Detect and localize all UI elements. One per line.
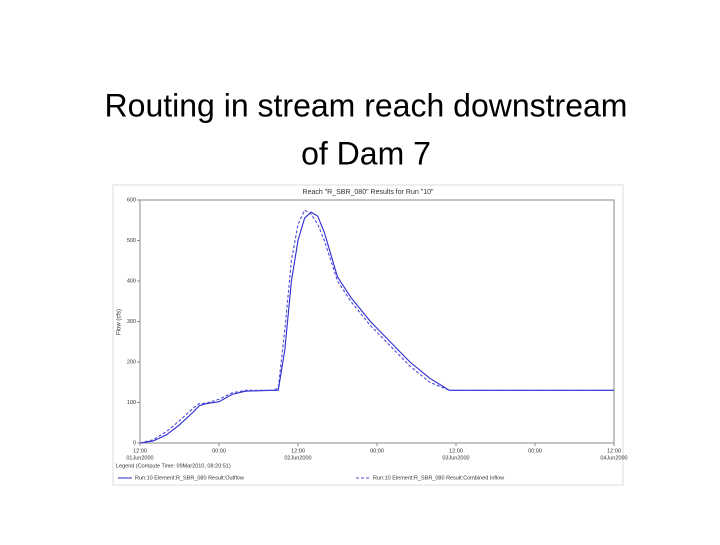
y-tick-label: 200 — [127, 359, 136, 365]
y-tick-label: 500 — [127, 238, 136, 244]
x-tick-label: 12:00 — [607, 448, 621, 454]
x-tick-label: 12:00 — [133, 448, 147, 454]
y-tick-label: 600 — [127, 197, 136, 203]
y-tick-label: 100 — [127, 400, 136, 406]
x-date-label: 01Jun2000 — [126, 455, 153, 461]
slide-title: Routing in stream reach downstream — [105, 87, 628, 123]
series-line — [139, 211, 614, 444]
chart-title: Reach "R_SBR_080" Results for Run "10" — [303, 189, 434, 196]
x-date-label: 04Jun2000 — [600, 455, 627, 461]
slide-title: of Dam 7 — [301, 135, 431, 171]
y-axis-label: Flow (cfs) — [117, 309, 123, 335]
legend-title: Legend (Compute Time: 09Mar2010, 08:20:5… — [116, 463, 231, 469]
y-tick-label: 300 — [127, 319, 136, 325]
x-tick-label: 12:00 — [449, 448, 463, 454]
x-tick-label: 00:00 — [528, 448, 542, 454]
y-tick-label: 0 — [133, 440, 136, 446]
x-date-label: 03Jun2000 — [442, 455, 469, 461]
legend-label: Run:10 Element:R_SBR_080 Result:Outflow — [135, 475, 244, 481]
legend-label: Run:10 Element:R_SBR_080 Result:Combined… — [373, 475, 504, 481]
x-date-label: 02Jun2000 — [284, 455, 311, 461]
x-tick-label: 00:00 — [370, 448, 384, 454]
series-line — [139, 209, 614, 444]
y-tick-label: 400 — [127, 278, 136, 284]
x-tick-label: 00:00 — [212, 448, 226, 454]
x-tick-label: 12:00 — [291, 448, 305, 454]
chart-frame — [112, 184, 624, 486]
